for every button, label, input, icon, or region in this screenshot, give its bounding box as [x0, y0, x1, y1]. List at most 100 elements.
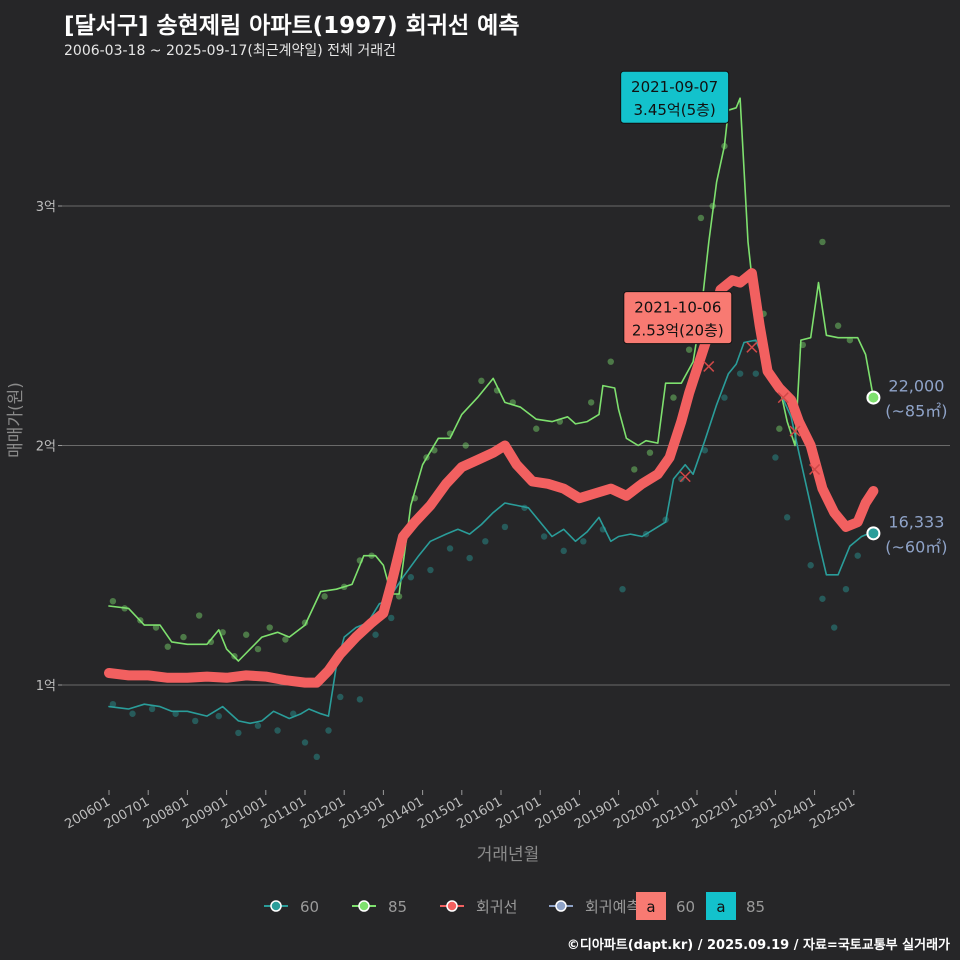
scatter-point-s85-44 — [834, 322, 842, 329]
end-note-s85: (~85㎡) — [885, 402, 947, 421]
y-tick-label-2: 3억 — [36, 200, 56, 215]
forecast-marker-0 — [679, 471, 691, 483]
scatter-point-s60-15 — [372, 631, 379, 638]
scatter-point-s60-12 — [325, 727, 332, 734]
scatter-point-s85-10 — [243, 631, 250, 638]
scatter-point-s60-41 — [842, 586, 850, 593]
legend-box-letter-1: a — [716, 898, 725, 916]
legend-box-0 — [636, 892, 666, 920]
scatter-point-s85-12 — [266, 624, 273, 631]
scatter-point-s85-11 — [254, 645, 262, 653]
scatter-point-s60-5 — [215, 712, 222, 720]
forecast-marker-1 — [703, 360, 715, 372]
scatter-point-s85-6 — [195, 612, 203, 619]
legend: 60 85 회귀선 회귀예측 a 60 a 85 — [264, 892, 765, 920]
series-line-regression — [104, 268, 879, 688]
legend-item-s85: 85 — [352, 898, 407, 916]
scatter-point-s60-25 — [560, 547, 567, 555]
x-tick-label-19: 202501 — [807, 794, 857, 832]
scatter-point-s85-36 — [697, 214, 705, 222]
scatter-point-s60-2 — [148, 705, 156, 713]
scatter-point-s60-31 — [678, 475, 685, 483]
scatter-point-s85-33 — [646, 449, 654, 456]
legend-item-s60: 60 — [264, 898, 319, 916]
end-value-s60: 16,333 — [888, 512, 944, 531]
credit-line: ©디아파트(dapt.kr) / 2025.09.19 / 자료=국토교통부 실… — [566, 938, 950, 953]
end-point-s60 — [866, 526, 881, 541]
scatter-point-s85-28 — [533, 425, 540, 432]
forecast-marker-4 — [789, 425, 801, 437]
legend-label-s60: 60 — [300, 898, 319, 916]
scatter-point-s60-26 — [580, 538, 587, 545]
callout-box-1 — [623, 291, 733, 345]
end-note-s60: (~60㎡) — [885, 537, 947, 556]
end-labels: 22,000 (~85㎡) 16,333 (~60㎡) — [866, 377, 948, 556]
legend-box-label-0: 60 — [676, 898, 695, 916]
scatter-point-s60-35 — [752, 370, 759, 377]
forecast-marker-2 — [746, 341, 758, 353]
legend-item-forecast: 회귀예측 — [549, 898, 640, 916]
legend-label-regression: 회귀선 — [476, 898, 517, 916]
legend-dot-regression — [446, 900, 458, 912]
scatter-point-s60-16 — [388, 614, 395, 622]
scatter-point-s60-14 — [356, 696, 364, 703]
scatter-point-s60-3 — [172, 710, 179, 717]
legend-label-forecast: 회귀예측 — [585, 898, 640, 916]
scatter-point-s60-24 — [540, 533, 548, 540]
scatter-point-s60-28 — [619, 586, 626, 593]
y-axis: 1억 2억 3억 — [36, 200, 62, 694]
callout-date-1: 2021-10-06 — [634, 299, 721, 317]
callout-date-0: 2021-09-07 — [631, 78, 718, 96]
scatter-points — [109, 142, 861, 761]
scatter-point-s60-38 — [807, 562, 814, 569]
scatter-point-s85-35 — [685, 346, 693, 353]
series-line-s60 — [108, 339, 871, 725]
scatter-point-s85-41 — [776, 425, 783, 432]
legend-box-label-1: 85 — [746, 898, 765, 916]
scatter-point-s60-0 — [109, 700, 117, 708]
scatter-point-s60-19 — [446, 545, 454, 552]
legend-box-letter-0: a — [646, 898, 655, 916]
x-axis-title: 거래년월 — [477, 845, 540, 865]
legend-item-regression: 회귀선 — [440, 898, 517, 916]
scatter-point-s60-22 — [501, 523, 509, 531]
scatter-point-s60-37 — [783, 514, 791, 521]
scatter-point-s60-7 — [254, 722, 262, 729]
scatter-point-s85-30 — [587, 399, 595, 406]
callouts: 2021-09-07 3.45억(5층) 2021-10-06 2.53억(20층) — [620, 70, 733, 345]
legend-dot-forecast — [555, 900, 567, 912]
scatter-point-s85-25 — [478, 377, 485, 385]
forecast-markers — [679, 341, 821, 483]
series-line-s85 — [108, 97, 875, 662]
chart-title: [달서구] 송현제림 아파트(1997) 회귀선 예측 — [64, 13, 520, 39]
end-point-s85 — [866, 390, 881, 405]
y-tick-label-1: 2억 — [36, 440, 56, 455]
scatter-point-s60-17 — [407, 574, 415, 581]
scatter-point-s85-15 — [321, 593, 328, 600]
x-axis: 2006012007012008012009012010012011012012… — [63, 790, 858, 832]
scatter-point-s60-36 — [772, 454, 779, 461]
series-lines — [104, 97, 879, 725]
y-axis-title: 매매가(원) — [6, 382, 26, 458]
scatter-point-s85-24 — [462, 442, 469, 449]
scatter-point-s60-34 — [736, 370, 744, 377]
end-value-s85: 22,000 — [888, 377, 944, 396]
scatter-point-s85-3 — [152, 624, 160, 631]
chart-subtitle: 2006-03-18 ~ 2025-09-17(최근계약일) 전체 거래건 — [64, 43, 396, 59]
scatter-point-s60-18 — [427, 566, 434, 574]
scatter-point-s60-20 — [466, 554, 473, 562]
forecast-marker-5 — [809, 463, 821, 475]
scatter-point-s60-10 — [301, 739, 309, 746]
scatter-point-s60-32 — [701, 447, 709, 454]
scatter-point-s60-4 — [192, 717, 199, 725]
callout-0: 2021-09-07 3.45억(5층) — [620, 70, 730, 124]
legend-box-1 — [706, 892, 736, 920]
legend-box-item-0: a 60 — [636, 892, 695, 920]
y-tick-label-0: 1억 — [36, 679, 56, 694]
scatter-point-s85-0 — [109, 597, 117, 605]
scatter-point-s85-31 — [607, 358, 614, 365]
legend-box-item-1: a 85 — [706, 892, 765, 920]
scatter-point-s85-13 — [282, 636, 289, 643]
scatter-point-s60-6 — [235, 729, 242, 737]
scatter-point-s85-34 — [670, 394, 677, 401]
